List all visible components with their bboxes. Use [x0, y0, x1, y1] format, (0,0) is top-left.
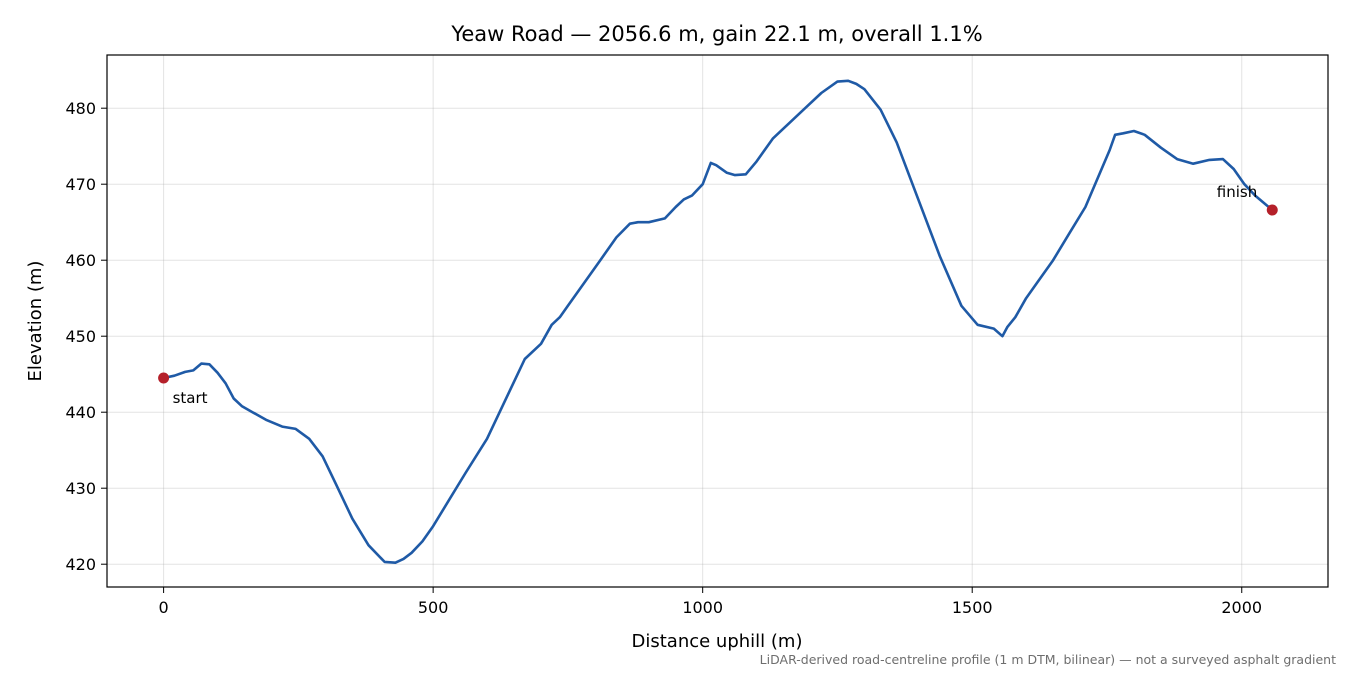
y-tick: 460 [65, 251, 107, 270]
x-axis-label: Distance uphill (m) [632, 631, 803, 652]
y-tick: 430 [65, 479, 107, 498]
y-tick-label: 480 [65, 99, 96, 118]
x-tick-label: 500 [418, 598, 449, 617]
start-marker [158, 372, 170, 384]
y-tick: 450 [65, 327, 107, 346]
x-tick: 2000 [1221, 587, 1262, 617]
series-line-elevation [162, 79, 1274, 564]
x-tick-label: 1500 [952, 598, 993, 617]
y-tick-label: 440 [65, 403, 96, 422]
x-tick: 0 [159, 587, 169, 617]
y-tick: 470 [65, 175, 107, 194]
finish-annotation: finish [1217, 183, 1257, 201]
start-annotation: start [173, 389, 208, 407]
footnote: LiDAR-derived road-centreline profile (1… [760, 652, 1336, 667]
y-tick-label: 430 [65, 479, 96, 498]
grid-lines [107, 55, 1328, 587]
x-tick-label: 2000 [1221, 598, 1262, 617]
y-tick-label: 450 [65, 327, 96, 346]
chart-title: Yeaw Road — 2056.6 m, gain 22.1 m, overa… [450, 22, 982, 46]
y-tick: 480 [65, 99, 107, 118]
y-tick: 440 [65, 403, 107, 422]
y-tick-label: 470 [65, 175, 96, 194]
x-axis-ticks: 0 500 1000 1500 2000 [159, 587, 1262, 617]
y-axis-label: Elevation (m) [25, 261, 46, 382]
y-tick: 420 [65, 555, 107, 574]
x-tick: 500 [418, 587, 449, 617]
y-tick-label: 460 [65, 251, 96, 270]
x-tick-label: 1000 [682, 598, 723, 617]
x-tick: 1500 [952, 587, 993, 617]
finish-marker [1266, 204, 1278, 216]
x-tick: 1000 [682, 587, 723, 617]
plot-frame [106, 54, 1329, 588]
y-axis-ticks: 420 430 440 450 460 470 480 [65, 99, 107, 574]
x-tick-label: 0 [159, 598, 169, 617]
y-tick-label: 420 [65, 555, 96, 574]
